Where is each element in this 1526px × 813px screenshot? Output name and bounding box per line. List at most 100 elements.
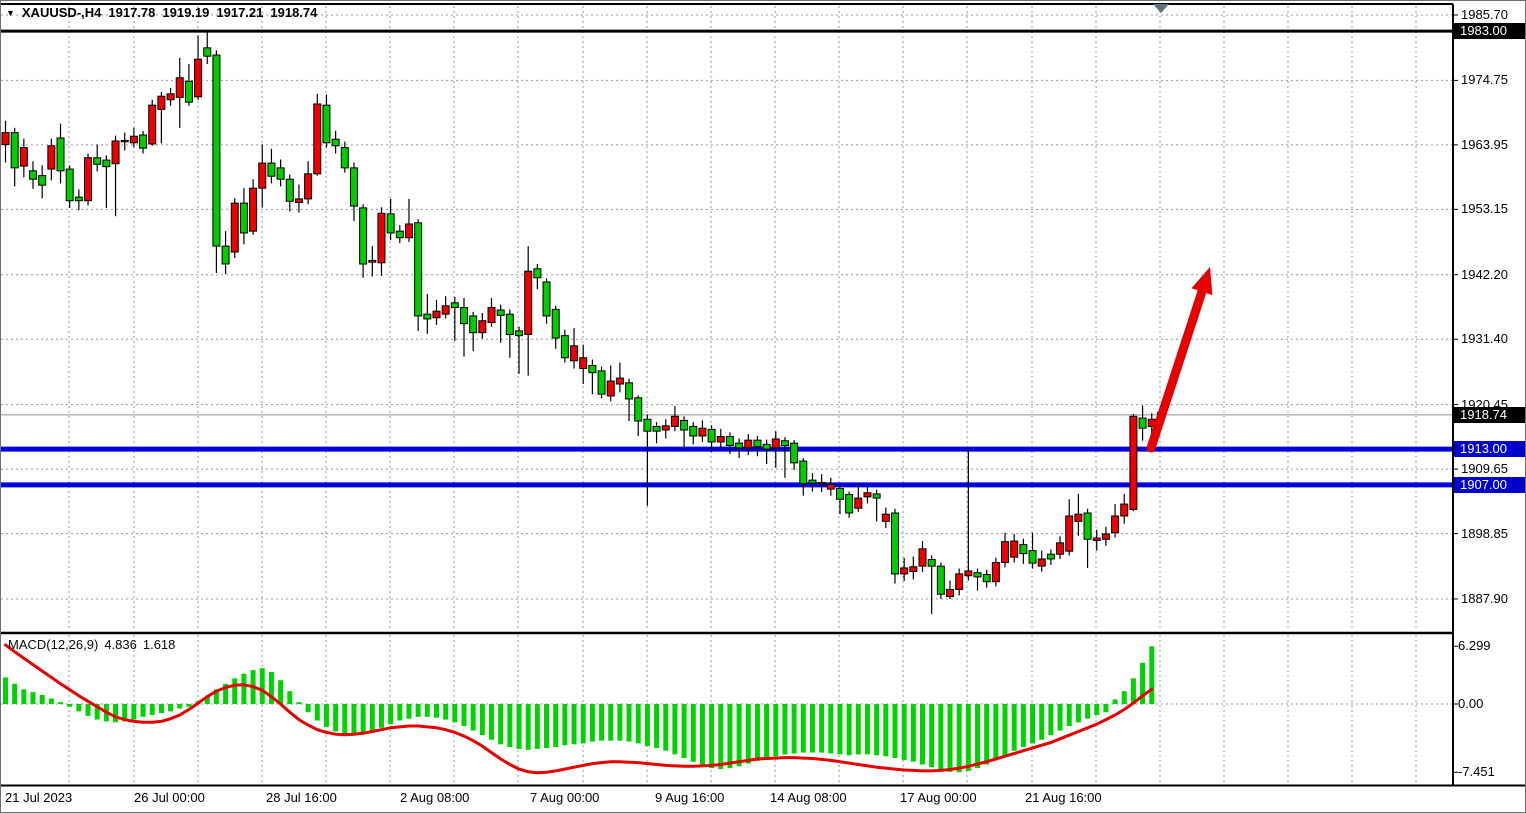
- macd-histogram-bar: [800, 704, 806, 753]
- candle-body: [10, 132, 19, 169]
- macd-histogram-bar: [1149, 646, 1155, 704]
- candle-body: [450, 302, 459, 309]
- macd-histogram-bar: [1103, 704, 1109, 713]
- macd-histogram-bar: [782, 704, 788, 755]
- macd-histogram-bar: [113, 704, 119, 723]
- time-tick-label: 9 Aug 16:00: [655, 790, 725, 805]
- macd-histogram-bar: [562, 704, 568, 746]
- macd-histogram-bar: [1085, 704, 1091, 719]
- candle-body: [643, 418, 652, 432]
- macd-histogram-bar: [433, 704, 439, 718]
- candle-body: [872, 493, 881, 499]
- candle-body: [1056, 542, 1065, 555]
- candle-body: [139, 134, 148, 149]
- candle-body: [854, 497, 863, 509]
- macd-histogram-bar: [489, 704, 495, 740]
- macd-histogram-bar: [1140, 662, 1146, 704]
- macd-histogram-bar: [809, 704, 815, 753]
- trend-arrow-head[interactable]: [1191, 267, 1213, 296]
- ohlc-low-value: 1917.21: [216, 5, 264, 20]
- macd-histogram-bar: [644, 704, 650, 747]
- macd-histogram-bar: [626, 704, 632, 742]
- macd-histogram-bar: [837, 704, 843, 755]
- macd-histogram-bar: [204, 695, 210, 704]
- macd-histogram-bar: [718, 704, 724, 770]
- symbol-dropdown-icon[interactable]: ▼: [6, 8, 15, 18]
- macd-histogram-bar: [855, 704, 861, 755]
- price-tick-label: 1909.65: [1461, 461, 1508, 477]
- macd-histogram-bar: [388, 704, 394, 725]
- candle-body: [533, 268, 542, 279]
- candle-body: [1028, 550, 1037, 564]
- price-tick-label: 1974.75: [1461, 72, 1508, 88]
- macd-histogram-bar: [1020, 704, 1026, 748]
- macd-histogram-bar: [158, 704, 164, 714]
- candle-body: [780, 440, 789, 447]
- macd-histogram-bar: [1112, 699, 1118, 704]
- macd-histogram-bar: [296, 702, 302, 704]
- macd-histogram-bar: [323, 704, 329, 727]
- macd-histogram-bar: [470, 704, 476, 731]
- candle-body: [579, 357, 588, 369]
- time-tick-label: 28 Jul 16:00: [266, 790, 337, 805]
- candle-body: [863, 492, 872, 498]
- time-tick-label: 2 Aug 08:00: [400, 790, 470, 805]
- macd-histogram-bar: [984, 704, 990, 765]
- macd-histogram-bar: [223, 683, 229, 704]
- price-tick-label: 1898.85: [1461, 525, 1508, 541]
- support-line-price-tag[interactable]: 1907.00: [1454, 476, 1525, 493]
- candle-body: [881, 513, 890, 522]
- macd-histogram-bar: [544, 704, 550, 748]
- resistance-line-price-tag[interactable]: 1913.00: [1454, 441, 1525, 458]
- candle-body: [111, 140, 120, 165]
- price-tick-label: 1942.20: [1461, 266, 1508, 282]
- candle-body: [588, 365, 597, 374]
- candle-body: [386, 213, 395, 234]
- candle-body: [845, 493, 854, 514]
- candle-body: [249, 187, 258, 232]
- candle-body: [230, 202, 239, 253]
- macd-histogram-bar: [699, 704, 705, 766]
- macd-histogram-bar: [681, 704, 687, 759]
- macd-histogram-bar: [1011, 704, 1017, 751]
- price-tick-label: 1887.90: [1461, 590, 1508, 606]
- chart-shift-marker-icon[interactable]: [1153, 4, 1169, 13]
- macd-histogram-bar: [76, 704, 82, 712]
- macd-histogram-bar: [1075, 704, 1081, 723]
- macd-histogram-bar: [131, 704, 137, 720]
- candle-body: [258, 162, 267, 189]
- macd-histogram-bar: [709, 704, 715, 769]
- candle-body: [29, 170, 38, 180]
- candle-body: [331, 138, 340, 147]
- current-price-tag: 1918.74: [1454, 406, 1525, 423]
- macd-histogram-bar: [498, 704, 504, 745]
- candle-body: [1, 132, 10, 146]
- macd-histogram-bar: [910, 704, 916, 762]
- macd-histogram-bar: [965, 704, 971, 771]
- candle-body: [19, 147, 28, 167]
- candle-body: [890, 512, 899, 575]
- candle-body: [285, 178, 294, 202]
- macd-histogram-bar: [122, 704, 128, 722]
- macd-histogram-bar: [94, 704, 100, 720]
- macd-histogram-bar: [580, 704, 586, 744]
- candle-body: [1065, 515, 1074, 552]
- macd-histogram-bar: [773, 704, 779, 757]
- candle-body: [487, 307, 496, 324]
- candle-body: [1046, 553, 1055, 560]
- candle-body: [74, 196, 83, 202]
- candle-body: [698, 427, 707, 437]
- macd-histogram-bar: [1048, 704, 1054, 736]
- symbol-period-label: XAUUSD-,H4: [21, 5, 102, 20]
- macd-histogram-bar: [920, 704, 925, 765]
- candle-body: [689, 425, 698, 437]
- macd-histogram-bar: [507, 704, 513, 748]
- trend-arrow-shaft[interactable]: [1146, 283, 1208, 453]
- macd-histogram-bar: [369, 704, 375, 732]
- macd-histogram-bar: [21, 689, 27, 704]
- candle-body: [1138, 417, 1147, 429]
- macd-histogram-bar: [140, 704, 146, 717]
- candle-body: [955, 573, 964, 590]
